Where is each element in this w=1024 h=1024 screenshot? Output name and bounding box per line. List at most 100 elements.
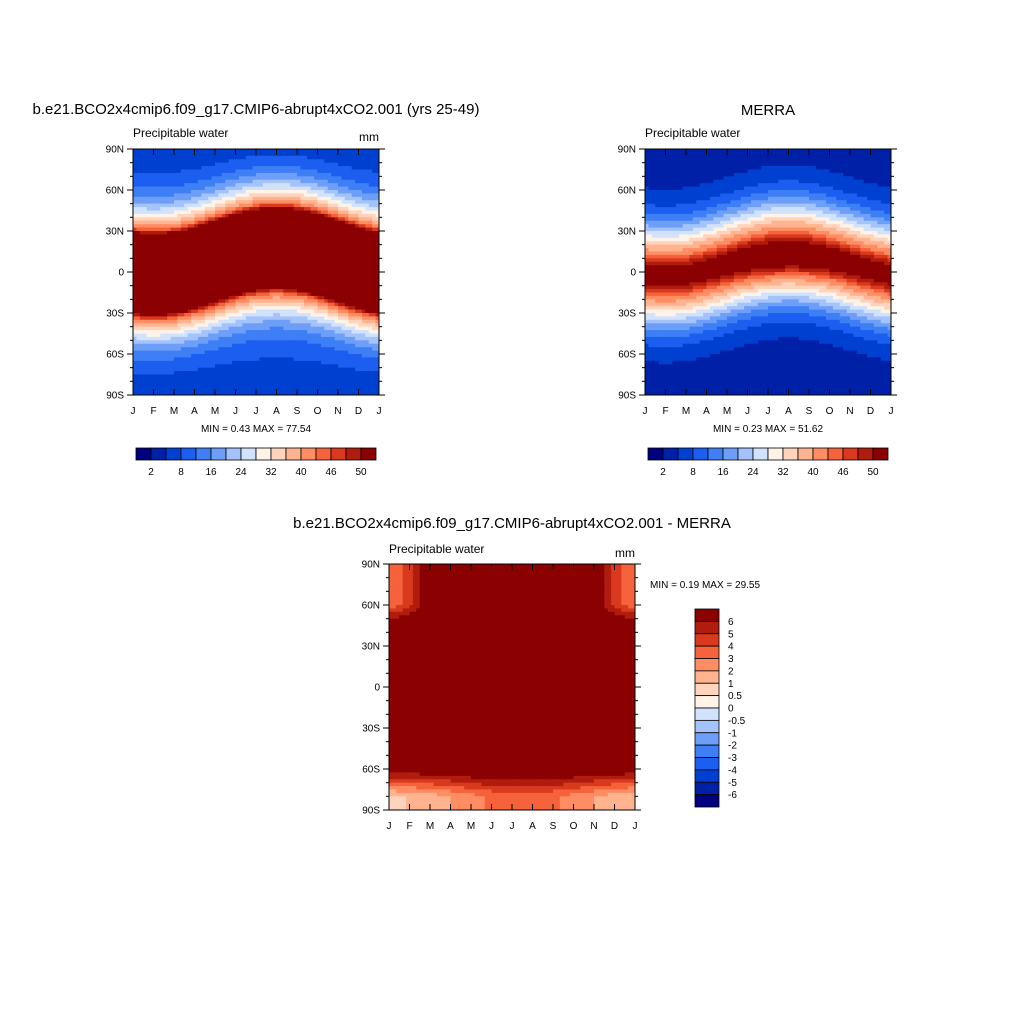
- field-cell: [293, 326, 298, 331]
- field-cell: [238, 364, 243, 369]
- field-cell: [232, 210, 237, 215]
- field-cell: [194, 384, 199, 389]
- field-cell: [331, 254, 336, 259]
- field-cell: [249, 231, 254, 236]
- field-cell: [344, 162, 349, 167]
- field-cell: [341, 319, 346, 324]
- field-cell: [249, 340, 254, 345]
- field-cell: [375, 203, 379, 208]
- field-cell: [256, 275, 261, 280]
- field-cell: [133, 330, 138, 335]
- field-cell: [177, 384, 182, 389]
- field-cell: [372, 248, 377, 253]
- field-cell: [317, 152, 322, 157]
- field-cell: [351, 155, 356, 160]
- field-cell: [252, 292, 257, 297]
- field-cell: [283, 381, 288, 386]
- field-cell: [150, 299, 155, 304]
- field-cell: [297, 364, 302, 369]
- field-cell: [262, 316, 267, 321]
- field-cell: [368, 224, 373, 229]
- field-cell: [341, 190, 346, 195]
- field-cell: [310, 316, 315, 321]
- field-cell: [201, 241, 206, 246]
- field-cell: [146, 183, 151, 188]
- field-cell: [191, 149, 196, 154]
- field-cell: [375, 220, 379, 225]
- field-cell: [317, 272, 322, 277]
- field-cell: [187, 282, 192, 287]
- field-cell: [191, 377, 196, 382]
- field-cell: [197, 254, 202, 259]
- field-cell: [262, 319, 267, 324]
- field-cell: [310, 152, 315, 157]
- field-cell: [153, 193, 158, 198]
- field-cell: [170, 268, 175, 273]
- field-cell: [204, 367, 209, 372]
- field-cell: [139, 241, 144, 246]
- field-cell: [283, 357, 288, 362]
- field-cell: [273, 350, 278, 355]
- field-cell: [269, 336, 274, 341]
- field-cell: [341, 309, 346, 314]
- field-cell: [146, 336, 151, 341]
- field-cell: [221, 155, 226, 160]
- field-cell: [317, 207, 322, 212]
- field-cell: [143, 234, 148, 239]
- field-cell: [160, 162, 165, 167]
- field-cell: [320, 149, 325, 154]
- field-cell: [228, 227, 233, 232]
- field-cell: [331, 319, 336, 324]
- field-cell: [358, 169, 363, 174]
- field-cell: [139, 282, 144, 287]
- field-cell: [338, 210, 343, 215]
- field-cell: [269, 207, 274, 212]
- field-cell: [290, 319, 295, 324]
- field-cell: [320, 326, 325, 331]
- field-cell: [344, 265, 349, 270]
- field-cell: [310, 272, 315, 277]
- field-cell: [279, 302, 284, 307]
- field-cell: [327, 323, 332, 328]
- field-cell: [194, 302, 199, 307]
- field-cell: [314, 336, 319, 341]
- field-cell: [262, 350, 267, 355]
- field-cell: [245, 319, 250, 324]
- field-cell: [187, 295, 192, 300]
- field-cell: [269, 190, 274, 195]
- field-cell: [290, 210, 295, 215]
- field-cell: [156, 237, 161, 242]
- field-cell: [208, 213, 213, 218]
- field-cell: [235, 254, 240, 259]
- field-cell: [286, 313, 291, 318]
- field-cell: [303, 367, 308, 372]
- field-cell: [269, 217, 274, 222]
- field-cell: [177, 302, 182, 307]
- field-cell: [344, 210, 349, 215]
- field-cell: [303, 237, 308, 242]
- field-cell: [293, 254, 298, 259]
- field-cell: [136, 172, 141, 177]
- field-cell: [242, 265, 247, 270]
- field-cell: [375, 152, 379, 157]
- field-cell: [310, 251, 315, 256]
- field-cell: [228, 149, 233, 154]
- field-cell: [300, 285, 305, 290]
- field-cell: [208, 289, 213, 294]
- field-cell: [242, 231, 247, 236]
- field-cell: [191, 248, 196, 253]
- field-cell: [279, 220, 284, 225]
- field-cell: [320, 169, 325, 174]
- field-cell: [187, 190, 192, 195]
- field-cell: [310, 210, 315, 215]
- field-cell: [133, 251, 138, 256]
- field-cell: [150, 347, 155, 352]
- field-cell: [146, 227, 151, 232]
- field-cell: [139, 186, 144, 191]
- field-cell: [283, 309, 288, 314]
- field-cell: [338, 309, 343, 314]
- field-cell: [238, 299, 243, 304]
- field-cell: [160, 196, 165, 201]
- field-cell: [194, 210, 199, 215]
- field-cell: [269, 159, 274, 164]
